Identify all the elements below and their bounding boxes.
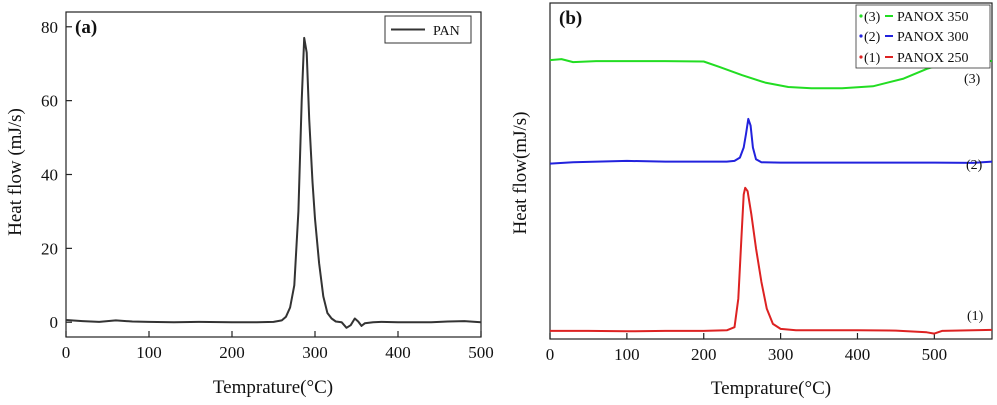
legend-number-panox-350: (3) xyxy=(864,10,881,25)
series-layer-a xyxy=(65,36,482,329)
x-tick-label-b: 400 xyxy=(845,345,871,364)
panel-b: 0 100 200 300 400 500 (b) Temprature(°C) Heat… xyxy=(510,2,993,399)
legend-label-panox-350: PANOX 350 xyxy=(897,10,968,25)
legend-label-pan: PAN xyxy=(433,24,460,39)
y-tick-label-a: 60 xyxy=(41,92,58,111)
plot-frame-b xyxy=(549,2,993,340)
panel-label-b: (b) xyxy=(559,8,582,29)
plot-frame-a xyxy=(65,11,482,338)
y-tick-label-a: 0 xyxy=(50,313,59,332)
curve-label-panox-300: (2) xyxy=(966,158,983,173)
x-tick-label-a: 500 xyxy=(468,343,494,362)
x-axis-title-b: Temprature(°C) xyxy=(711,378,831,399)
x-tick-label-b: 500 xyxy=(922,345,948,364)
x-tick-label-a: 0 xyxy=(62,343,71,362)
legend-number-panox-300: (2) xyxy=(864,30,881,45)
y-axis-title-a: Heat flow (mJ/s) xyxy=(5,108,26,236)
x-tick-label-a: 200 xyxy=(219,343,245,362)
panel-a: 0 100 200 300 400 500 0 20 40 60 80 (a) Temprature… xyxy=(5,11,494,398)
legend-number-panox-250: (1) xyxy=(864,51,881,66)
legend-marker-panox-350 xyxy=(859,14,863,18)
x-tick-label-a: 300 xyxy=(302,343,328,362)
legend-box-b xyxy=(855,4,991,69)
series-line-pan xyxy=(65,36,482,329)
legend-b: (3) PANOX 350 (2) PANOX 300 (1) PANOX 25… xyxy=(855,4,991,69)
series-layer-b xyxy=(549,58,993,335)
axis-ticks-a: 0 100 200 300 400 500 0 20 40 60 80 xyxy=(41,18,494,362)
x-tick-label-b: 0 xyxy=(546,345,555,364)
y-tick-label-a: 20 xyxy=(41,239,58,258)
legend-label-panox-300: PANOX 300 xyxy=(897,30,968,45)
legend-entry-panox-350: (3) PANOX 350 xyxy=(859,10,968,25)
legend-a: PAN xyxy=(384,15,472,44)
legend-marker-panox-300 xyxy=(859,34,863,38)
series-line-panox-300 xyxy=(549,117,993,165)
x-tick-label-a: 400 xyxy=(385,343,411,362)
x-axis-title-a: Temprature(°C) xyxy=(213,377,333,398)
panel-label-a: (a) xyxy=(75,17,97,38)
legend-entry-panox-250: (1) PANOX 250 xyxy=(859,51,968,66)
legend-marker-panox-250 xyxy=(859,55,863,59)
y-tick-label-a: 80 xyxy=(41,18,58,37)
x-tick-label-b: 200 xyxy=(691,345,717,364)
y-axis-title-b: Heat flow(mJ/s) xyxy=(510,112,531,235)
x-tick-label-a: 100 xyxy=(136,343,162,362)
legend-label-panox-250: PANOX 250 xyxy=(897,51,968,66)
x-tick-label-b: 100 xyxy=(614,345,640,364)
axis-ticks-b: 0 100 200 300 400 500 xyxy=(546,333,947,364)
x-tick-label-b: 300 xyxy=(768,345,794,364)
y-tick-label-a: 40 xyxy=(41,166,58,185)
curve-label-panox-250: (1) xyxy=(967,309,984,324)
curve-label-panox-350: (3) xyxy=(964,72,981,87)
legend-entry-panox-300: (2) PANOX 300 xyxy=(859,30,968,45)
series-line-panox-250 xyxy=(550,186,993,335)
